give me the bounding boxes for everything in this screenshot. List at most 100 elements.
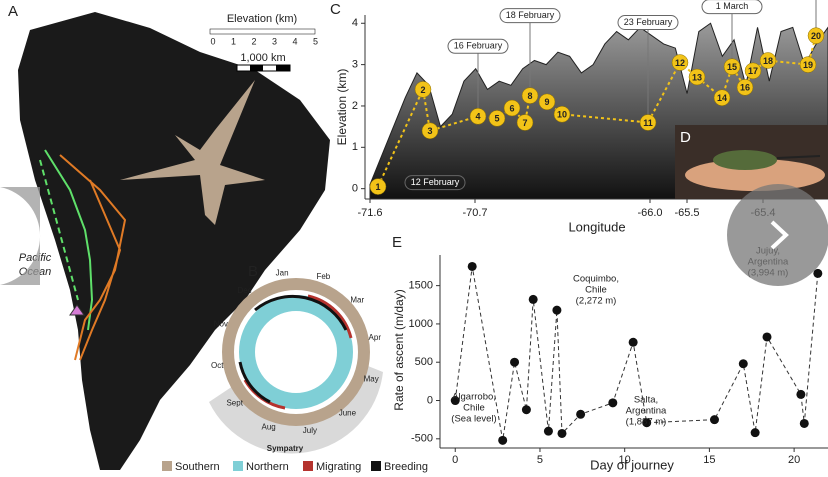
scale-title: Elevation (km) bbox=[227, 13, 297, 25]
ascent-point bbox=[628, 337, 638, 347]
previous-chevron[interactable] bbox=[9, 223, 26, 249]
ascent-point bbox=[576, 409, 586, 419]
y-tick-label: 0 bbox=[427, 394, 433, 406]
point-label: 20 bbox=[811, 31, 821, 41]
photo-bird bbox=[713, 150, 777, 170]
point-label: 6 bbox=[509, 103, 514, 113]
next-button[interactable] bbox=[727, 184, 828, 286]
month-label: Jan bbox=[276, 268, 289, 277]
ascent-point bbox=[528, 294, 538, 304]
y-tick-label: 2 bbox=[352, 100, 358, 112]
legend-label: Breeding bbox=[384, 461, 428, 473]
point-label: 5 bbox=[494, 114, 499, 124]
southern-ring bbox=[222, 278, 370, 426]
ascent-point bbox=[521, 405, 531, 415]
x-axis-label: Day of journey bbox=[590, 457, 674, 472]
month-label: June bbox=[339, 408, 357, 417]
ascent-point bbox=[738, 359, 748, 369]
track-dashed bbox=[39, 159, 79, 301]
route-point bbox=[799, 56, 817, 73]
scale-tick-label: 3 bbox=[272, 36, 277, 46]
distance-bar-segment bbox=[250, 65, 263, 71]
y-tick-label: 1500 bbox=[409, 280, 433, 292]
annotation: Chile bbox=[585, 285, 607, 296]
ascent-point bbox=[552, 305, 562, 315]
annotation: 16 February bbox=[454, 41, 503, 51]
point-label: 19 bbox=[803, 60, 813, 70]
annotation: Argentina bbox=[626, 406, 667, 417]
annotation-box bbox=[404, 175, 466, 191]
ascent-point bbox=[450, 396, 460, 406]
route-point bbox=[503, 99, 521, 117]
month-label: Feb bbox=[316, 272, 330, 281]
point-label: 11 bbox=[643, 118, 653, 128]
x-tick-label: -66.0 bbox=[637, 207, 662, 219]
x-tick-label: 15 bbox=[703, 454, 715, 466]
annotation-box bbox=[701, 0, 763, 15]
distance-label: 1,000 km bbox=[240, 52, 285, 64]
ascent-point bbox=[813, 268, 823, 278]
route-point bbox=[516, 114, 534, 131]
point-label: 15 bbox=[727, 62, 737, 72]
migrating-arc bbox=[307, 294, 353, 339]
month-label: Sept bbox=[226, 399, 243, 408]
x-tick-label: -70.7 bbox=[462, 207, 487, 219]
y-tick-label: -500 bbox=[411, 433, 433, 445]
point-label: 1 bbox=[375, 182, 380, 192]
route-point bbox=[553, 105, 571, 123]
panel-letter: D bbox=[680, 129, 691, 146]
route-point bbox=[521, 87, 539, 104]
next-button-bg[interactable] bbox=[727, 184, 828, 286]
annotation-box bbox=[447, 38, 509, 54]
hummingbird-silhouette bbox=[120, 80, 265, 225]
south-america-map bbox=[18, 12, 330, 470]
point-label: 13 bbox=[692, 72, 702, 82]
panel-letter: B bbox=[248, 263, 258, 280]
point-label: 10 bbox=[557, 110, 567, 120]
annotation: 1 March bbox=[716, 1, 749, 11]
annotation: 12 February bbox=[411, 177, 460, 187]
point-label: 17 bbox=[748, 66, 758, 76]
route-point bbox=[414, 81, 432, 98]
ascent-point bbox=[498, 435, 508, 445]
month-label: Dec bbox=[237, 286, 251, 295]
x-tick-label: 10 bbox=[619, 454, 631, 466]
annotation-box bbox=[617, 15, 679, 31]
annotation: Coquimbo, bbox=[573, 274, 619, 285]
next-chevron[interactable] bbox=[770, 220, 789, 250]
distance-bar-segment bbox=[276, 65, 290, 71]
ascent-point bbox=[510, 357, 520, 367]
y-tick-label: 3 bbox=[352, 59, 358, 71]
month-label: July bbox=[303, 426, 317, 435]
route-point bbox=[713, 89, 731, 106]
breeding-arc bbox=[254, 294, 348, 331]
track-north bbox=[44, 149, 94, 331]
panel-letter: A bbox=[8, 3, 18, 20]
x-tick-label: 0 bbox=[452, 454, 458, 466]
ascent-point bbox=[608, 398, 618, 408]
previous-button[interactable] bbox=[0, 187, 41, 285]
northern-ring bbox=[239, 295, 353, 409]
breeding-arc bbox=[238, 361, 271, 404]
y-tick-label: 1000 bbox=[409, 318, 433, 330]
legend-swatch bbox=[303, 461, 313, 471]
point-label: 18 bbox=[763, 56, 773, 66]
route-point bbox=[736, 79, 754, 96]
month-label: May bbox=[364, 374, 379, 383]
month-label: Aug bbox=[262, 422, 276, 431]
band-label: Sympatry bbox=[267, 444, 304, 453]
x-tick-label: 5 bbox=[537, 454, 543, 466]
route-point bbox=[538, 93, 556, 111]
ascent-point bbox=[557, 428, 567, 438]
x-tick-label: -65.5 bbox=[674, 207, 699, 219]
legend-label: Northern bbox=[246, 461, 289, 473]
y-axis-label: Elevation (km) bbox=[335, 69, 349, 146]
photo-hand bbox=[685, 159, 825, 191]
track-south bbox=[59, 154, 127, 361]
previous-button-bg[interactable] bbox=[0, 187, 41, 285]
route-point bbox=[369, 178, 387, 195]
ascent-point bbox=[796, 389, 806, 399]
y-tick-label: 0 bbox=[352, 183, 358, 195]
legend-swatch bbox=[162, 461, 172, 471]
